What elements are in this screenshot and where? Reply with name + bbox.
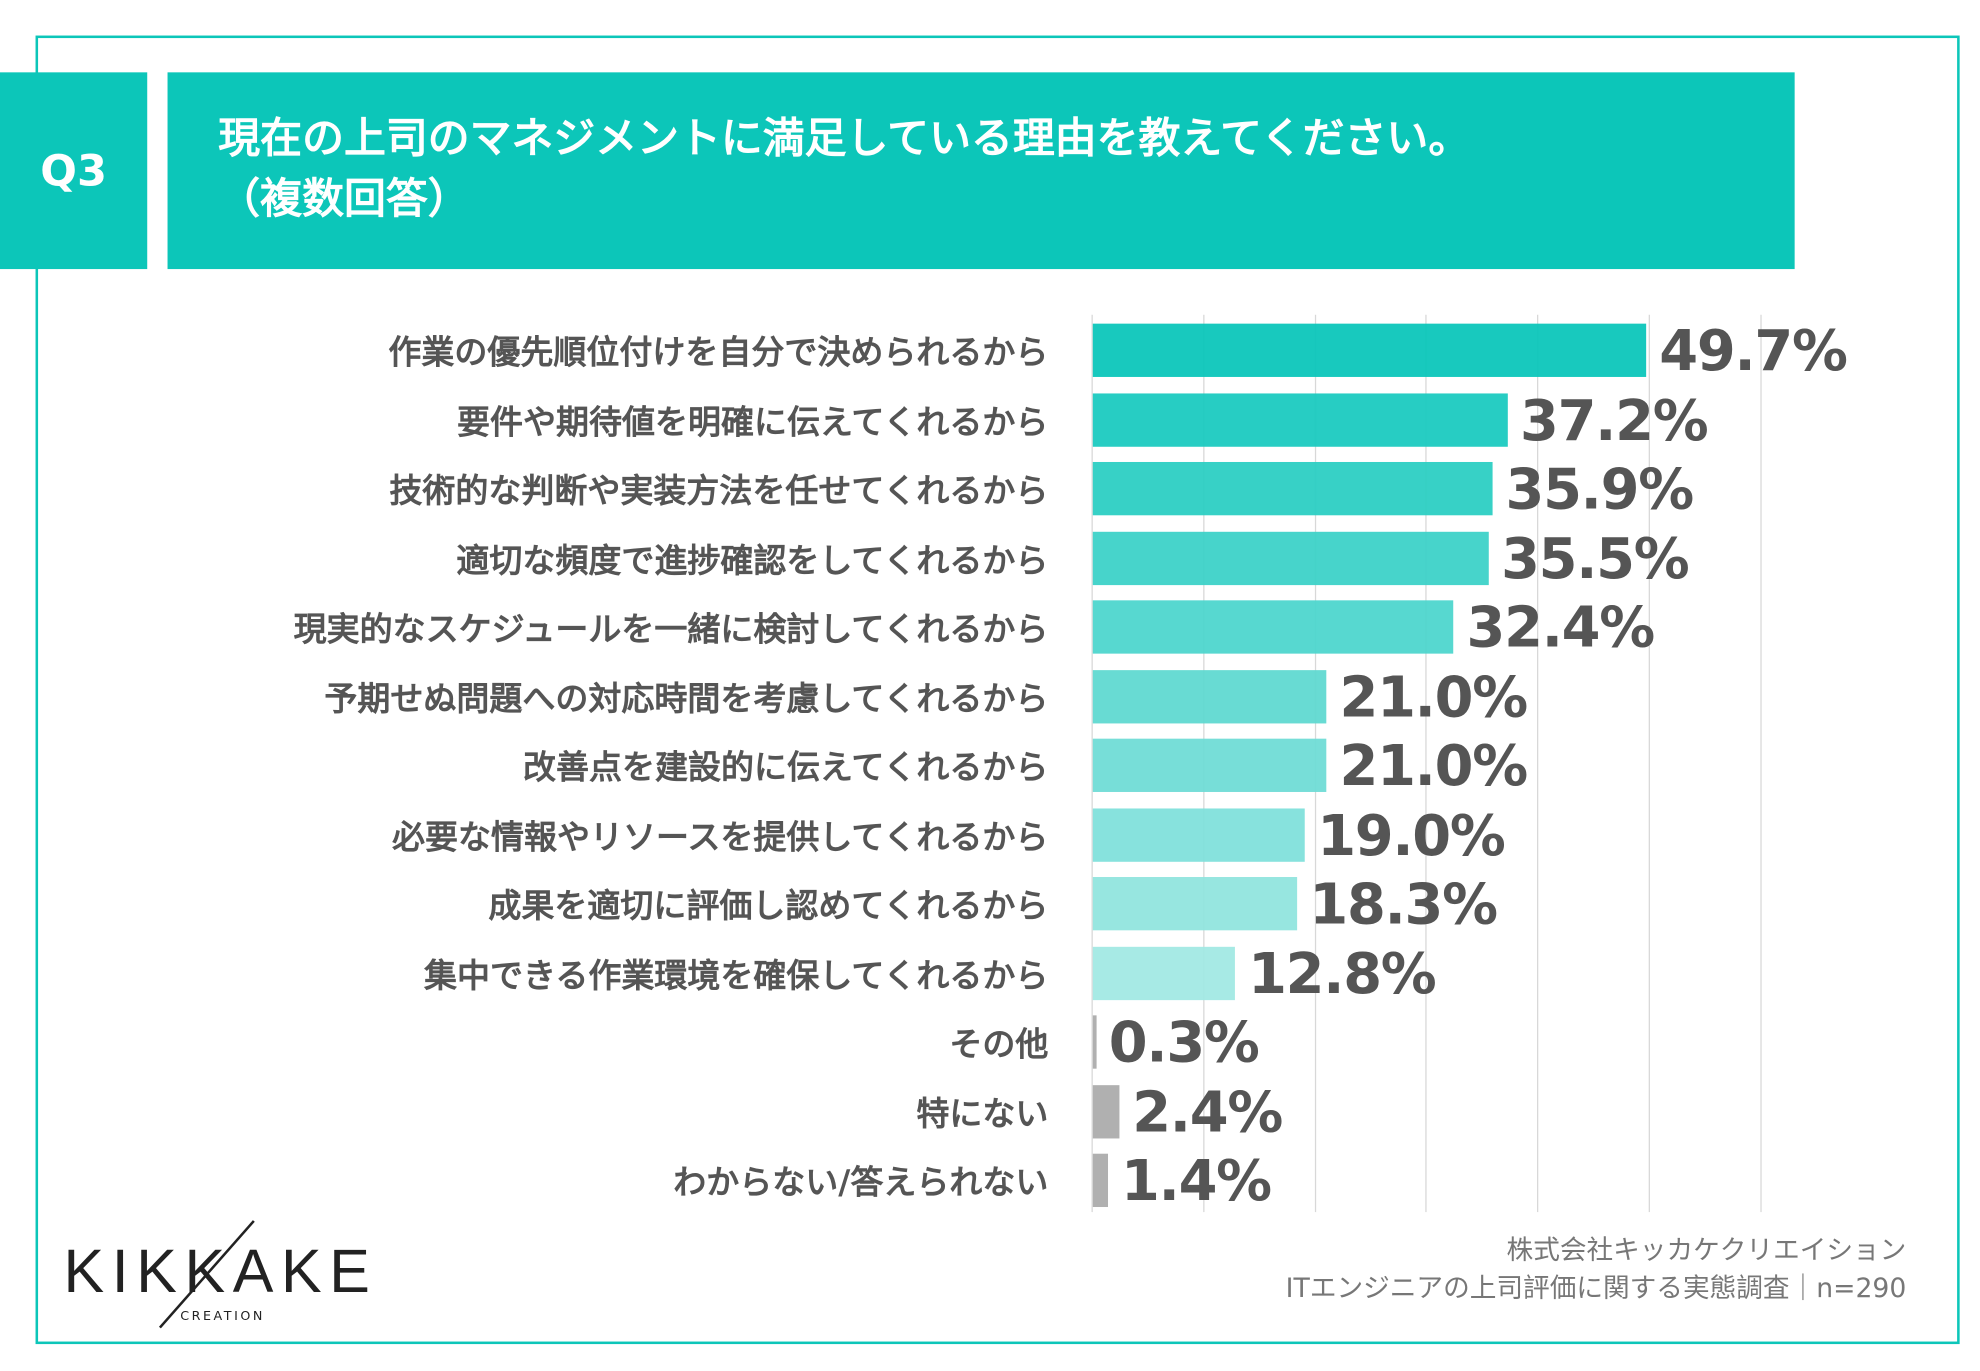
gridline: [1091, 314, 1093, 1213]
category-label: 適切な頻度で進捗確認をしてくれるから: [456, 541, 1049, 581]
category-label: 作業の優先順位付けを自分で決められるから: [388, 334, 1049, 373]
value-label: 49.7%: [1659, 319, 1848, 384]
category-label: 技術的な判断や実装方法を任せてくれるから: [389, 472, 1049, 511]
bar: [1092, 1015, 1097, 1069]
category-label: 予期せぬ問題への対応時間を考慮してくれるから: [324, 680, 1049, 719]
question-title: 現在の上司のマネジメントに満足している理由を教えてください。 （複数回答）: [167, 72, 1795, 270]
kikkake-logo: KIKKAKE CREATION: [63, 1218, 393, 1332]
value-label: 32.4%: [1466, 595, 1656, 661]
company-name: 株式会社キッカケクリエイション: [1506, 1234, 1907, 1266]
title-line-2: （複数回答）: [218, 173, 470, 224]
category-label: 特にない: [916, 1095, 1049, 1134]
value-label: 37.2%: [1520, 388, 1709, 454]
bar: [1092, 738, 1327, 792]
bar: [1092, 669, 1327, 723]
gridline: [1425, 314, 1428, 1213]
value-label: 21.0%: [1339, 665, 1528, 730]
category-label: その他: [949, 1026, 1049, 1065]
bar: [1092, 1084, 1120, 1138]
bar: [1092, 392, 1508, 447]
category-label: 集中できる作業環境を確保してくれるから: [424, 956, 1049, 996]
value-label: 35.5%: [1501, 526, 1690, 592]
bar: [1092, 461, 1493, 516]
value-label: 0.3%: [1108, 1010, 1260, 1076]
question-number: Q3: [0, 72, 148, 270]
category-label: 改善点を建設的に伝えてくれるから: [523, 749, 1049, 788]
category-label: 成果を適切に評価し認めてくれるから: [488, 887, 1049, 926]
category-label: 現実的なスケジュールを一緒に検討してくれるから: [293, 611, 1049, 650]
category-label: わからない/答えられない: [673, 1164, 1049, 1203]
value-label: 12.8%: [1248, 941, 1437, 1007]
gridline: [1537, 314, 1539, 1213]
bar: [1092, 1153, 1109, 1208]
value-label: 35.9%: [1505, 457, 1695, 523]
bar: [1092, 807, 1305, 862]
category-label: 必要な情報やリソースを提供してくれるから: [392, 818, 1049, 857]
outer-frame: [35, 35, 1960, 1345]
bar: [1092, 877, 1297, 931]
bar: [1092, 600, 1454, 654]
category-label: 要件や期待値を明確に伝えてくれるから: [457, 403, 1049, 442]
survey-name: ITエンジニアの上司評価に関する実態調査｜n=290: [1285, 1273, 1907, 1304]
title-line-1: 現在の上司のマネジメントに満足している理由を教えてください。: [218, 112, 1471, 163]
value-label: 21.0%: [1339, 734, 1528, 799]
bar: [1092, 531, 1489, 585]
value-label: 19.0%: [1317, 803, 1506, 869]
footer-credit: 株式会社キッカケクリエイション ITエンジニアの上司評価に関する実態調査｜n=2…: [1286, 1231, 1907, 1307]
value-label: 2.4%: [1132, 1080, 1283, 1145]
bar: [1092, 946, 1236, 1000]
value-label: 18.3%: [1309, 872, 1498, 938]
bar: [1092, 323, 1647, 377]
value-label: 1.4%: [1121, 1149, 1272, 1214]
gridline: [1648, 314, 1650, 1213]
gridline: [1760, 314, 1762, 1213]
